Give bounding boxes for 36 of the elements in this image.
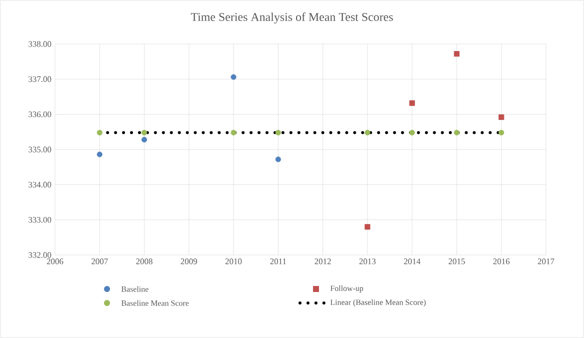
x-tick-label: 2013 xyxy=(359,258,376,264)
x-tick-label: 2017 xyxy=(538,258,554,264)
point xyxy=(230,74,236,80)
point xyxy=(409,100,415,106)
point xyxy=(275,156,281,162)
x-tick-label: 2008 xyxy=(136,258,152,264)
x-tick-label: 2011 xyxy=(270,258,286,264)
point xyxy=(454,130,460,136)
x-tick-label: 2006 xyxy=(46,258,64,264)
chart-title: Time Series Analysis of Mean Test Scores xyxy=(190,12,393,24)
x-tick-label: 2015 xyxy=(448,258,465,264)
x-tick-label: 2007 xyxy=(92,258,108,264)
point xyxy=(409,130,415,136)
y-tick-label: 332.00 xyxy=(28,252,52,258)
x-tick-label: 2016 xyxy=(493,258,510,264)
point xyxy=(498,114,504,120)
x-tick-label: 2012 xyxy=(314,258,331,264)
point xyxy=(141,136,148,142)
y-tick-label: 338.00 xyxy=(28,41,52,47)
point xyxy=(364,130,370,136)
y-tick-label: 337.00 xyxy=(28,76,52,82)
y-tick-label: 336.00 xyxy=(28,111,52,118)
x-tick-label: 2009 xyxy=(180,258,198,264)
point xyxy=(275,130,281,136)
point xyxy=(364,224,370,230)
point xyxy=(96,130,102,136)
point xyxy=(141,130,148,136)
y-tick-label: 334.00 xyxy=(28,182,52,188)
x-tick-label: 2014 xyxy=(404,258,420,264)
y-tick-label: 333.00 xyxy=(28,216,52,223)
point xyxy=(454,51,460,57)
y-tick-label: 335.00 xyxy=(28,146,52,152)
x-tick-label: 2010 xyxy=(225,258,242,264)
point xyxy=(498,130,504,136)
point xyxy=(96,152,102,158)
point xyxy=(230,130,236,136)
